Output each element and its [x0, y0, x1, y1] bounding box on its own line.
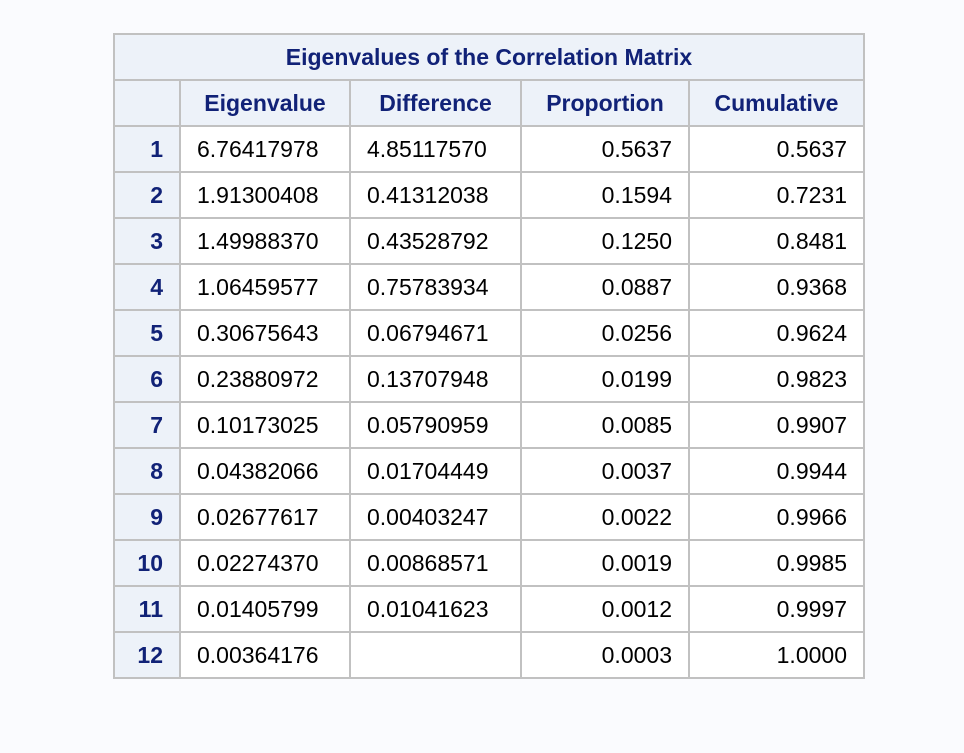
proportion-cell: 0.0012 [520, 585, 690, 633]
difference-cell: 0.01704449 [349, 447, 522, 495]
cumulative-cell: 0.9624 [688, 309, 865, 357]
cumulative-cell: 0.9944 [688, 447, 865, 495]
eigenvalues-table-container: Eigenvalues of the Correlation Matrix Ei… [113, 33, 865, 679]
table-row: 3 1.49988370 0.43528792 0.1250 0.8481 [113, 217, 865, 265]
difference-cell: 0.13707948 [349, 355, 522, 403]
proportion-cell: 0.0887 [520, 263, 690, 311]
eigenvalue-cell: 6.76417978 [179, 125, 351, 173]
eigenvalue-cell: 0.00364176 [179, 631, 351, 679]
table-row: 12 0.00364176 0.0003 1.0000 [113, 631, 865, 679]
eigenvalue-cell: 0.02677617 [179, 493, 351, 541]
table-row: 8 0.04382066 0.01704449 0.0037 0.9944 [113, 447, 865, 495]
eigenvalue-cell: 1.91300408 [179, 171, 351, 219]
table-row: 5 0.30675643 0.06794671 0.0256 0.9624 [113, 309, 865, 357]
eigenvalue-cell: 1.49988370 [179, 217, 351, 265]
column-header-difference: Difference [349, 79, 522, 127]
row-number: 9 [113, 493, 181, 541]
cumulative-cell: 0.9368 [688, 263, 865, 311]
cumulative-cell: 0.9966 [688, 493, 865, 541]
difference-cell: 0.05790959 [349, 401, 522, 449]
row-number: 6 [113, 355, 181, 403]
proportion-cell: 0.0199 [520, 355, 690, 403]
row-number: 3 [113, 217, 181, 265]
cumulative-cell: 0.7231 [688, 171, 865, 219]
table-row: 11 0.01405799 0.01041623 0.0012 0.9997 [113, 585, 865, 633]
cumulative-cell: 0.9823 [688, 355, 865, 403]
cumulative-cell: 0.5637 [688, 125, 865, 173]
table-row: 1 6.76417978 4.85117570 0.5637 0.5637 [113, 125, 865, 173]
proportion-cell: 0.0019 [520, 539, 690, 587]
table-row: 6 0.23880972 0.13707948 0.0199 0.9823 [113, 355, 865, 403]
difference-cell: 0.43528792 [349, 217, 522, 265]
eigenvalue-cell: 0.10173025 [179, 401, 351, 449]
table-row: 2 1.91300408 0.41312038 0.1594 0.7231 [113, 171, 865, 219]
row-number: 8 [113, 447, 181, 495]
eigenvalue-cell: 0.23880972 [179, 355, 351, 403]
proportion-cell: 0.0037 [520, 447, 690, 495]
row-number: 1 [113, 125, 181, 173]
table-row: 4 1.06459577 0.75783934 0.0887 0.9368 [113, 263, 865, 311]
proportion-cell: 0.0022 [520, 493, 690, 541]
table-title-row: Eigenvalues of the Correlation Matrix [113, 33, 865, 81]
corner-cell [113, 79, 181, 127]
table-row: 10 0.02274370 0.00868571 0.0019 0.9985 [113, 539, 865, 587]
difference-cell: 4.85117570 [349, 125, 522, 173]
difference-cell: 0.00868571 [349, 539, 522, 587]
cumulative-cell: 1.0000 [688, 631, 865, 679]
table-row: 7 0.10173025 0.05790959 0.0085 0.9907 [113, 401, 865, 449]
eigenvalue-cell: 0.04382066 [179, 447, 351, 495]
eigenvalue-cell: 0.01405799 [179, 585, 351, 633]
row-number: 4 [113, 263, 181, 311]
cumulative-cell: 0.9997 [688, 585, 865, 633]
proportion-cell: 0.5637 [520, 125, 690, 173]
cumulative-cell: 0.9907 [688, 401, 865, 449]
difference-cell: 0.41312038 [349, 171, 522, 219]
proportion-cell: 0.1594 [520, 171, 690, 219]
proportion-cell: 0.0003 [520, 631, 690, 679]
column-header-eigenvalue: Eigenvalue [179, 79, 351, 127]
difference-cell: 0.75783934 [349, 263, 522, 311]
column-header-cumulative: Cumulative [688, 79, 865, 127]
difference-cell [349, 631, 522, 679]
difference-cell: 0.06794671 [349, 309, 522, 357]
row-number: 10 [113, 539, 181, 587]
row-number: 11 [113, 585, 181, 633]
eigenvalues-table: Eigenvalues of the Correlation Matrix Ei… [113, 33, 865, 679]
difference-cell: 0.00403247 [349, 493, 522, 541]
eigenvalue-cell: 1.06459577 [179, 263, 351, 311]
proportion-cell: 0.0256 [520, 309, 690, 357]
proportion-cell: 0.1250 [520, 217, 690, 265]
table-body: 1 6.76417978 4.85117570 0.5637 0.5637 2 1.9130… [113, 125, 865, 679]
row-number: 2 [113, 171, 181, 219]
table-title: Eigenvalues of the Correlation Matrix [113, 33, 865, 81]
row-number: 5 [113, 309, 181, 357]
eigenvalue-cell: 0.02274370 [179, 539, 351, 587]
cumulative-cell: 0.8481 [688, 217, 865, 265]
eigenvalue-cell: 0.30675643 [179, 309, 351, 357]
column-header-row: Eigenvalue Difference Proportion Cumulat… [113, 79, 865, 127]
cumulative-cell: 0.9985 [688, 539, 865, 587]
row-number: 12 [113, 631, 181, 679]
table-row: 9 0.02677617 0.00403247 0.0022 0.9966 [113, 493, 865, 541]
column-header-proportion: Proportion [520, 79, 690, 127]
proportion-cell: 0.0085 [520, 401, 690, 449]
row-number: 7 [113, 401, 181, 449]
difference-cell: 0.01041623 [349, 585, 522, 633]
